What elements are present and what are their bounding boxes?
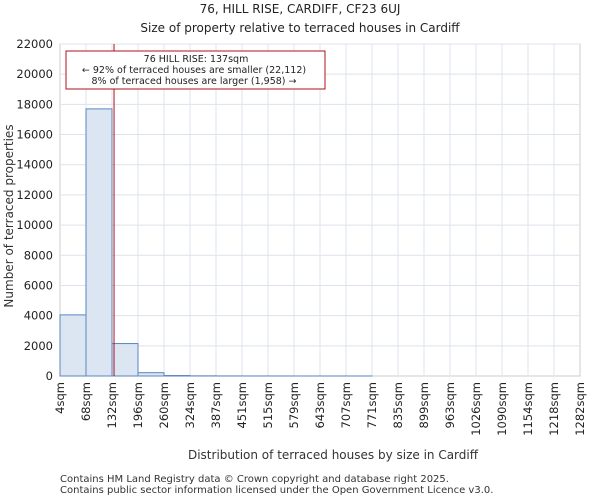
bar-132sqm (111, 343, 139, 377)
x-tick-label: 324sqm (183, 382, 197, 428)
y-tick-label: 18000 (16, 97, 53, 111)
x-tick-label: 260sqm (157, 382, 171, 428)
y-tick-label: 10000 (16, 218, 53, 232)
footer-copyright: Contains HM Land Registry data © Crown c… (60, 474, 449, 485)
x-tick-label: 196sqm (131, 382, 145, 428)
x-tick-label: 643sqm (313, 382, 327, 428)
x-tick-label: 1218sqm (547, 382, 561, 436)
y-tick-label: 20000 (16, 67, 53, 81)
y-tick-label: 16000 (16, 128, 53, 142)
bars (59, 108, 373, 377)
chart-subtitle: Size of property relative to terraced ho… (140, 21, 460, 35)
y-tick-label: 14000 (16, 158, 53, 172)
y-tick-label: 8000 (24, 248, 53, 262)
annotation-line-2: ← 92% of terraced houses are smaller (22… (82, 65, 306, 76)
y-tick-label: 0 (46, 369, 53, 383)
x-tick-label: 1154sqm (521, 382, 535, 436)
x-tick-label: 899sqm (417, 382, 431, 428)
y-axis-label: Number of terraced properties (2, 124, 16, 307)
bar-196sqm (137, 372, 165, 377)
x-ticks: 4sqm 68sqm 132sqm 196sqm 260sqm 324sqm 387sqm 4… (53, 382, 587, 436)
x-tick-label: 1026sqm (469, 382, 483, 436)
y-tick-label: 6000 (24, 278, 53, 292)
y-ticks: 0 2000 4000 6000 8000 10000 12000 14000 16000 180… (16, 37, 53, 383)
x-tick-label: 963sqm (443, 382, 457, 428)
x-tick-label: 771sqm (365, 382, 379, 428)
x-tick-label: 68sqm (79, 382, 93, 421)
bar-68sqm (85, 108, 113, 377)
page-title: 76, HILL RISE, CARDIFF, CF23 6UJ (199, 2, 401, 16)
x-tick-label: 1282sqm (573, 382, 587, 436)
bar-4sqm (59, 314, 87, 377)
x-tick-label: 515sqm (261, 382, 275, 428)
annotation-box (65, 50, 326, 90)
y-tick-label: 2000 (24, 339, 53, 353)
annotation-line-3: 8% of terraced houses are larger (1,958)… (91, 76, 296, 87)
y-tick-label: 4000 (24, 309, 53, 323)
x-tick-label: 387sqm (209, 382, 223, 428)
x-axis-label: Distribution of terraced houses by size … (188, 448, 479, 462)
x-tick-label: 1090sqm (495, 382, 509, 436)
x-tick-label: 835sqm (391, 382, 405, 428)
footer-licence: Contains public sector information licen… (60, 485, 494, 496)
x-tick-label: 451sqm (235, 382, 249, 428)
y-tick-label: 12000 (16, 188, 53, 202)
annotation-line-1: 76 HILL RISE: 137sqm (144, 54, 249, 65)
grid-lines (60, 43, 580, 376)
x-tick-label: 132sqm (105, 382, 119, 428)
y-tick-label: 22000 (16, 37, 53, 51)
x-tick-label: 707sqm (339, 382, 353, 428)
x-tick-label: 579sqm (287, 382, 301, 428)
x-tick-label: 4sqm (53, 382, 67, 414)
